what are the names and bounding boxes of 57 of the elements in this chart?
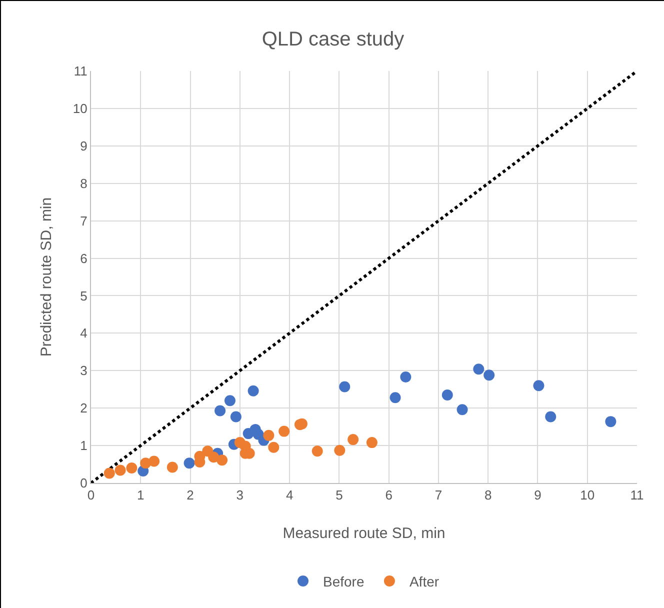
y-tick-label: 0: [80, 476, 88, 491]
y-tick-label: 6: [80, 250, 88, 266]
point: [605, 416, 616, 428]
x-tick-label: 2: [186, 488, 194, 503]
x-tick-label: 1: [137, 488, 144, 503]
point: [263, 430, 274, 441]
point: [214, 405, 226, 416]
x-tick-label: 10: [580, 488, 595, 503]
y-tick-label: 3: [80, 363, 88, 378]
x-tick-label: 9: [534, 488, 542, 503]
legend-label: After: [409, 573, 440, 590]
y-tick-label: 1: [80, 438, 88, 454]
chart-title: QLD case study: [262, 28, 404, 50]
y-tick-label: 9: [80, 138, 88, 154]
point: [390, 392, 401, 404]
point: [148, 456, 160, 467]
point: [208, 452, 220, 463]
point: [400, 372, 412, 382]
point: [312, 446, 323, 457]
point: [126, 462, 138, 474]
point: [545, 411, 556, 422]
y-tick-label: 2: [80, 400, 88, 416]
y-tick-label: 10: [72, 101, 88, 116]
point: [442, 389, 453, 400]
point: [224, 395, 236, 406]
point: [104, 468, 115, 479]
y-tick-label: 8: [80, 176, 88, 191]
x-tick-label: 5: [336, 488, 343, 503]
y-tick-label: 4: [80, 326, 88, 341]
point: [184, 458, 195, 469]
point: [456, 404, 468, 416]
x-tick-label: 11: [630, 488, 644, 503]
point: [248, 385, 259, 396]
point: [114, 464, 126, 476]
x-tick-label: 6: [385, 488, 392, 503]
y-tick-label: 11: [74, 64, 88, 79]
point: [533, 380, 544, 392]
y-axis-title: Predicted route SD, min: [38, 197, 55, 357]
point: [230, 411, 242, 422]
y-tick-label: 7: [80, 213, 88, 228]
point: [339, 381, 350, 392]
point: [366, 437, 378, 448]
y-tick-label: 5: [80, 288, 88, 304]
x-tick-label: 4: [286, 488, 294, 503]
point: [473, 364, 484, 375]
point: [484, 370, 495, 381]
point: [334, 444, 346, 456]
point: [166, 462, 178, 473]
point: [278, 426, 290, 437]
x-tick-label: 7: [434, 488, 442, 503]
legend-label: Before: [323, 573, 364, 590]
point: [348, 434, 359, 446]
x-tick-label: 8: [484, 488, 492, 503]
x-axis-title: Measured route SD, min: [282, 525, 446, 542]
x-tick-label: 3: [236, 488, 244, 503]
point: [216, 454, 228, 466]
point: [268, 442, 280, 453]
